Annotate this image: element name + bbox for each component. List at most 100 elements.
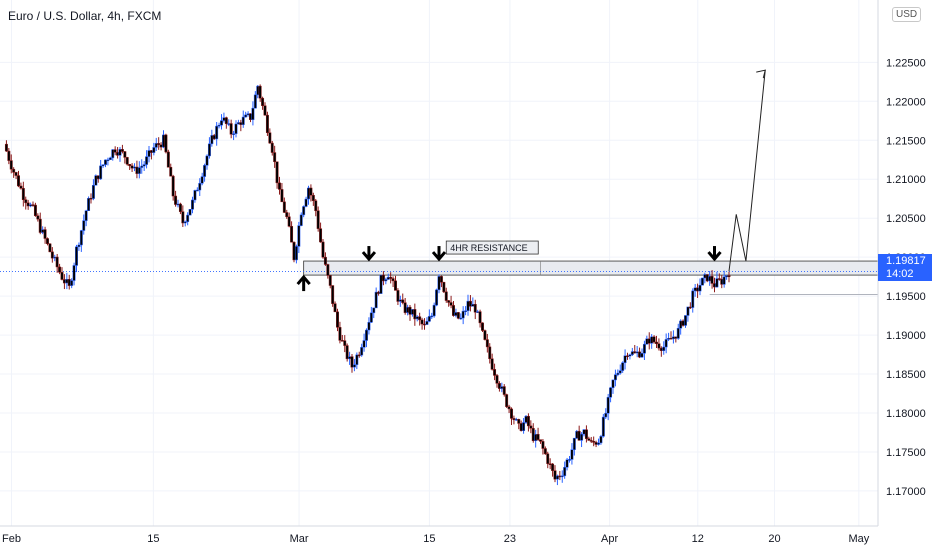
candle-body: [222, 117, 226, 121]
projection-path: [728, 70, 766, 272]
candle-body: [650, 336, 654, 344]
candle-body: [101, 164, 105, 167]
candle-body: [691, 290, 695, 308]
candle-body: [621, 362, 625, 371]
candle-body: [65, 279, 69, 284]
candle-body: [408, 306, 412, 315]
candle-body: [456, 312, 460, 319]
candle-body: [589, 440, 593, 442]
candle-body: [524, 415, 528, 423]
candle-body: [215, 125, 219, 140]
candle-body: [679, 320, 683, 329]
candle-body: [77, 244, 81, 248]
candle-body: [292, 241, 296, 261]
candle-body: [328, 275, 332, 286]
candle-body: [355, 354, 359, 365]
candle-body: [580, 433, 584, 441]
candle-body: [394, 280, 397, 291]
price-axis-label: 1.17500: [886, 447, 926, 459]
candle-body: [149, 150, 153, 153]
price-axis-label: 1.18000: [886, 408, 926, 420]
price-axis[interactable]: 1.225001.220001.215001.210001.205001.200…: [886, 57, 926, 498]
resistance-zone-box: [303, 260, 879, 276]
candle-body: [253, 94, 257, 109]
candle-body: [700, 277, 704, 286]
candle-body: [628, 354, 632, 357]
candle-body: [507, 406, 511, 410]
candle-body: [362, 340, 366, 348]
candle-body: [294, 246, 298, 261]
time-axis[interactable]: Feb 15 Mar 15 23 Apr 12 20 May: [2, 533, 870, 545]
candle-body: [618, 370, 622, 374]
candle-body: [539, 439, 542, 442]
time-axis-label: 15: [147, 533, 159, 545]
candle-body: [710, 276, 714, 284]
candle-body: [444, 291, 448, 301]
candle-body: [256, 85, 260, 96]
candle-body: [584, 429, 588, 439]
candle-body: [398, 299, 402, 302]
candle-body: [258, 85, 262, 99]
candle-body: [727, 275, 731, 278]
candle-body: [133, 166, 136, 169]
candle-body: [577, 430, 581, 441]
candle-body: [500, 386, 504, 389]
candle-body: [224, 117, 228, 124]
candle-body: [512, 418, 516, 421]
candle-body: [597, 442, 600, 445]
candle-body: [720, 278, 724, 285]
currency-button[interactable]: USD: [892, 7, 922, 22]
candle-body: [519, 423, 523, 431]
candle-body: [198, 183, 202, 191]
candle-body: [116, 152, 120, 156]
candle-body: [309, 187, 313, 196]
candle-body: [162, 134, 165, 148]
candle-body: [478, 311, 482, 324]
candle-body: [616, 372, 620, 375]
candle-body: [227, 123, 231, 125]
candle-body: [722, 276, 726, 285]
candle-body: [178, 203, 182, 212]
candle-body: [493, 369, 497, 376]
candle-body: [21, 188, 25, 200]
candle-body: [333, 303, 337, 313]
candle-body: [664, 339, 668, 348]
candle-body: [367, 322, 371, 331]
candle-body: [681, 320, 685, 326]
candle-body: [464, 310, 468, 312]
candle-body: [468, 300, 472, 307]
candle-body: [297, 225, 301, 247]
price-axis-label: 1.21000: [886, 174, 926, 186]
candle-body: [485, 339, 489, 348]
candle-body: [449, 302, 453, 306]
candle-body: [265, 114, 269, 133]
candle-body: [135, 166, 139, 174]
candle-body: [79, 230, 83, 246]
candle-body: [205, 155, 209, 166]
candle-body: [82, 220, 86, 231]
candle-body: [48, 243, 52, 253]
candle-body: [365, 329, 368, 341]
time-axis-label: May: [848, 533, 869, 545]
current-price-tag: 1.19817 14:02: [878, 254, 932, 281]
candle-body: [563, 467, 567, 477]
candle-body: [41, 229, 45, 233]
candle-body: [626, 355, 629, 357]
candle-body: [343, 340, 347, 346]
candle-body: [53, 256, 57, 259]
candle-body: [348, 356, 352, 360]
candle-body: [374, 291, 378, 309]
candle-body: [157, 143, 161, 146]
candle-body: [246, 113, 250, 116]
candle-body: [244, 114, 248, 118]
chart-title: Euro / U.S. Dollar, 4h, FXCM: [8, 9, 162, 23]
arrow-down-icon: [707, 246, 722, 262]
candle-body: [140, 165, 144, 168]
resistance-zone: 4HR RESISTANCE: [0, 240, 879, 296]
candle-body: [655, 341, 658, 344]
arrow-down-icon: [361, 246, 377, 262]
candle-body: [551, 463, 555, 471]
candle-body: [113, 149, 117, 153]
candle-body: [72, 265, 76, 281]
